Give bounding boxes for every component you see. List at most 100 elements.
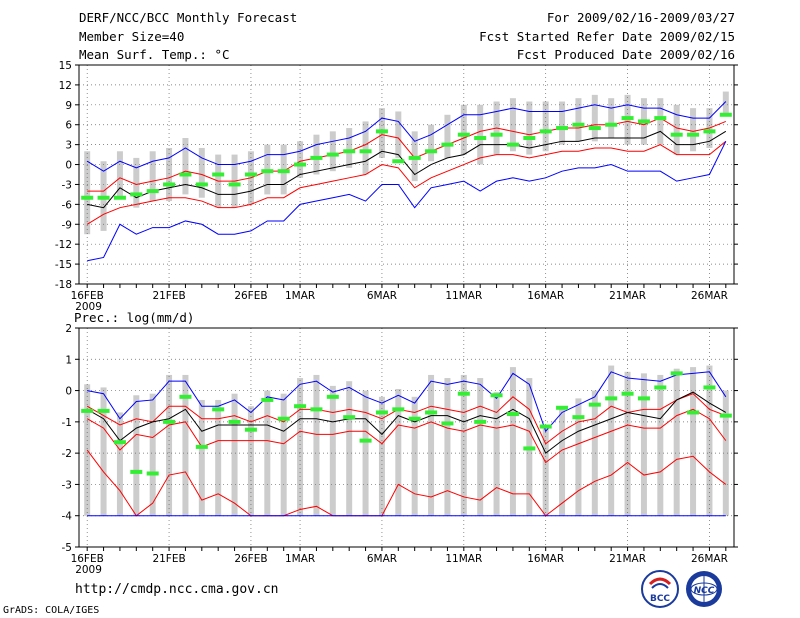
y-tick-label: 9 [65, 100, 72, 112]
obs-marker [343, 149, 356, 154]
spread-box [559, 406, 566, 516]
spread-box [329, 131, 336, 172]
spread-box [542, 424, 549, 516]
ncc-logo-text: NCC [694, 586, 715, 596]
spread-box [411, 396, 418, 516]
obs-marker [294, 404, 307, 409]
obs-marker [97, 195, 110, 200]
series-p_low2 [86, 449, 727, 517]
obs-marker [556, 126, 569, 131]
obs-marker [343, 415, 356, 420]
variable-label: Mean Surf. Temp.: °C [79, 47, 230, 62]
x-tick-label: 21MAR [609, 290, 646, 302]
spread-box [116, 412, 123, 516]
x-tick-label: 21FEB [152, 290, 185, 302]
obs-marker [490, 393, 503, 398]
panel-0: -18 -15 -12 -9 -6 -3 0 3 6 9 12 15 16FEB 21FEB 26FEB 1M… [55, 60, 738, 313]
obs-marker [687, 410, 700, 415]
spread-box [591, 94, 598, 142]
spread-box [116, 151, 123, 198]
x-tick-label: 26MAR [691, 553, 728, 565]
spread-box [149, 393, 156, 516]
obs-marker [670, 132, 683, 137]
spread-box [640, 373, 647, 516]
spread-box [460, 374, 467, 516]
obs-marker [228, 182, 241, 187]
spread-box [362, 121, 369, 175]
y-tick-label: 6 [65, 120, 72, 132]
y-tick-label: -1 [62, 417, 72, 429]
obs-marker [244, 172, 257, 177]
spread-box [657, 374, 664, 516]
spread-box [280, 393, 287, 516]
obs-marker [81, 408, 94, 413]
obs-marker [441, 142, 454, 147]
obs-marker [375, 129, 388, 134]
obs-marker [310, 155, 323, 160]
spread-box [428, 374, 435, 516]
x-year-label: 2009 [75, 564, 102, 576]
obs-marker [719, 112, 732, 117]
spread-box [346, 128, 353, 168]
obs-marker [425, 149, 438, 154]
x-tick-label: 26MAR [691, 290, 728, 302]
series-max [87, 371, 727, 433]
obs-marker [572, 415, 585, 420]
obs-marker [277, 169, 290, 174]
obs-marker [277, 416, 290, 421]
prec-title: Prec.: log(mm/d) [74, 310, 195, 325]
spread-box [722, 390, 729, 516]
x-tick-label: 16MAR [527, 290, 564, 302]
spread-box [182, 374, 189, 516]
x-year-label: 2009 [75, 301, 102, 313]
plot-frame [78, 327, 735, 548]
y-tick-label: -12 [55, 239, 72, 251]
x-tick-label: 21MAR [609, 553, 646, 565]
spread-box [690, 367, 697, 516]
obs-marker [97, 408, 110, 413]
obs-marker [457, 132, 470, 137]
obs-marker [474, 136, 487, 140]
spread-box [395, 389, 402, 516]
obs-marker [294, 162, 307, 167]
obs-marker [556, 405, 569, 410]
obs-marker [506, 412, 519, 417]
obs-marker [179, 394, 192, 399]
spread-box [133, 157, 140, 208]
bcc-logo-text: BCC [650, 594, 670, 604]
obs-marker [621, 391, 634, 396]
y-tick-label: -5 [62, 542, 72, 554]
spread-box [149, 151, 156, 202]
spread-box [428, 124, 435, 162]
obs-marker [506, 142, 519, 147]
obs-marker [375, 410, 388, 415]
obs-marker [359, 438, 372, 443]
obs-marker [261, 169, 274, 174]
obs-marker [539, 424, 552, 429]
obs-marker [588, 126, 601, 131]
obs-marker [670, 371, 683, 376]
spread-box [346, 381, 353, 516]
obs-marker [408, 416, 421, 421]
y-tick-label: 2 [65, 323, 72, 335]
series-mean [87, 130, 727, 209]
spread-box [608, 98, 615, 138]
x-tick-label: 6MAR [367, 290, 397, 302]
spread-box [231, 393, 238, 516]
obs-marker [637, 396, 650, 401]
x-tick-label: 16FEB [71, 290, 104, 302]
series-p_high [86, 393, 726, 445]
obs-marker [113, 440, 126, 445]
spread-box [166, 374, 173, 516]
source-url[interactable]: http://cmdp.ncc.cma.gov.cn [75, 582, 279, 597]
spread-box [297, 378, 304, 516]
series-p_low [86, 140, 727, 225]
series-max [86, 101, 727, 172]
x-tick-label: 21FEB [152, 553, 185, 565]
obs-marker [179, 172, 192, 177]
spread-box [215, 399, 222, 516]
obs-marker [637, 119, 650, 124]
obs-marker [588, 402, 601, 407]
spread-box [84, 151, 91, 235]
